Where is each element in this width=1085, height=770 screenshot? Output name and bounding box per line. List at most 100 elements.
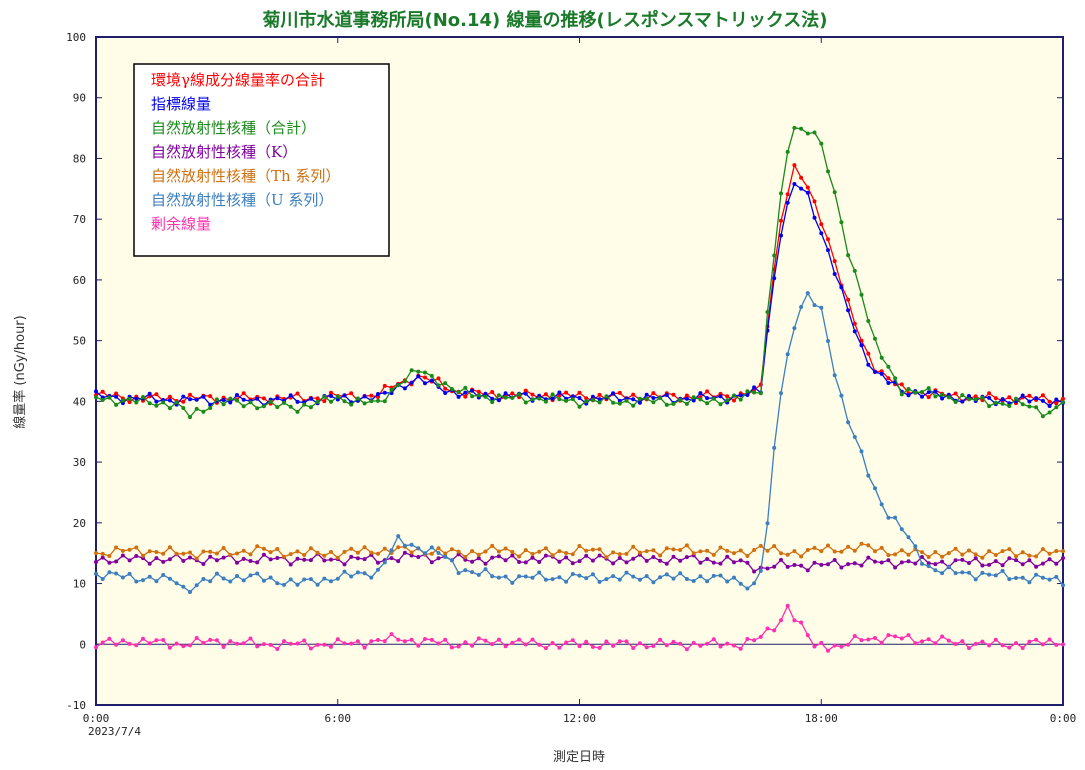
data-point: [147, 391, 152, 396]
data-point: [785, 149, 790, 154]
data-point: [490, 400, 495, 405]
data-point: [510, 640, 515, 645]
data-point: [523, 574, 528, 579]
data-point: [201, 640, 206, 645]
data-point: [738, 558, 743, 563]
data-point: [188, 590, 192, 594]
data-point: [114, 571, 119, 576]
data-point: [523, 391, 528, 396]
data-point: [221, 546, 226, 550]
data-point: [402, 550, 407, 555]
data-point: [1054, 397, 1059, 402]
data-point: [846, 642, 851, 647]
data-point: [940, 571, 945, 576]
data-point: [402, 639, 407, 644]
data-point: [255, 544, 260, 549]
data-point: [335, 555, 340, 560]
data-point: [584, 399, 589, 404]
data-point: [792, 163, 797, 168]
data-point: [805, 291, 810, 296]
x-axis-label: 測定日時: [553, 750, 605, 765]
data-point: [577, 544, 582, 548]
data-point: [698, 549, 703, 554]
data-point: [456, 390, 461, 395]
data-point: [241, 548, 246, 553]
data-point: [691, 579, 696, 583]
y-tick-label: 0: [79, 638, 86, 651]
data-point: [456, 394, 461, 399]
data-point: [235, 641, 239, 646]
data-point: [221, 402, 226, 407]
data-point: [993, 573, 998, 578]
data-point: [779, 618, 783, 623]
data-point: [94, 395, 98, 400]
data-point: [1061, 396, 1065, 401]
data-point: [819, 549, 824, 554]
data-point: [684, 647, 689, 652]
data-point: [94, 571, 98, 576]
legend-item-3: 自然放射性核種（K）: [151, 143, 297, 161]
data-point: [557, 393, 562, 398]
data-point: [906, 393, 911, 398]
data-point: [597, 392, 602, 397]
data-point: [490, 555, 495, 560]
data-point: [819, 141, 824, 146]
data-point: [846, 253, 851, 258]
data-point: [631, 403, 636, 408]
data-point: [1014, 576, 1018, 580]
data-point: [570, 394, 575, 399]
data-point: [530, 575, 535, 580]
data-point: [631, 556, 636, 561]
data-point: [1020, 550, 1025, 555]
data-point: [416, 546, 421, 551]
data-point: [496, 393, 501, 398]
data-point: [147, 561, 152, 566]
y-tick-label: -10: [66, 699, 86, 712]
data-point: [711, 637, 716, 642]
data-point: [564, 555, 569, 560]
data-point: [993, 637, 998, 642]
data-point: [503, 574, 508, 579]
data-point: [100, 398, 105, 402]
data-point: [933, 641, 938, 646]
data-point: [765, 566, 770, 571]
data-point: [846, 420, 851, 425]
series-5: [94, 291, 1065, 594]
data-point: [120, 638, 125, 643]
data-point: [308, 396, 313, 401]
data-point: [214, 638, 219, 643]
data-point: [953, 546, 958, 551]
data-point: [993, 553, 998, 557]
data-point: [597, 579, 602, 584]
data-point: [792, 563, 797, 567]
data-point: [1027, 639, 1032, 644]
data-point: [886, 381, 891, 385]
data-point: [349, 546, 354, 551]
data-point: [732, 393, 736, 398]
data-point: [329, 550, 333, 554]
data-point: [147, 401, 152, 406]
data-point: [718, 402, 723, 407]
data-point: [261, 578, 266, 583]
data-point: [322, 553, 327, 558]
data-point: [449, 558, 454, 563]
data-point: [611, 561, 616, 566]
data-point: [1061, 400, 1065, 405]
data-point: [859, 343, 864, 348]
data-point: [812, 545, 817, 550]
data-point: [1007, 556, 1012, 561]
data-point: [899, 527, 904, 532]
data-point: [953, 558, 958, 563]
data-point: [94, 645, 98, 650]
data-point: [557, 549, 562, 554]
data-point: [893, 376, 898, 381]
data-point: [658, 395, 663, 400]
data-point: [953, 642, 958, 646]
data-point: [846, 308, 851, 313]
data-point: [362, 571, 367, 576]
data-point: [684, 577, 689, 581]
data-point: [779, 551, 783, 556]
data-point: [973, 556, 978, 561]
y-tick-label: 30: [73, 456, 86, 469]
series-6: [94, 603, 1065, 653]
